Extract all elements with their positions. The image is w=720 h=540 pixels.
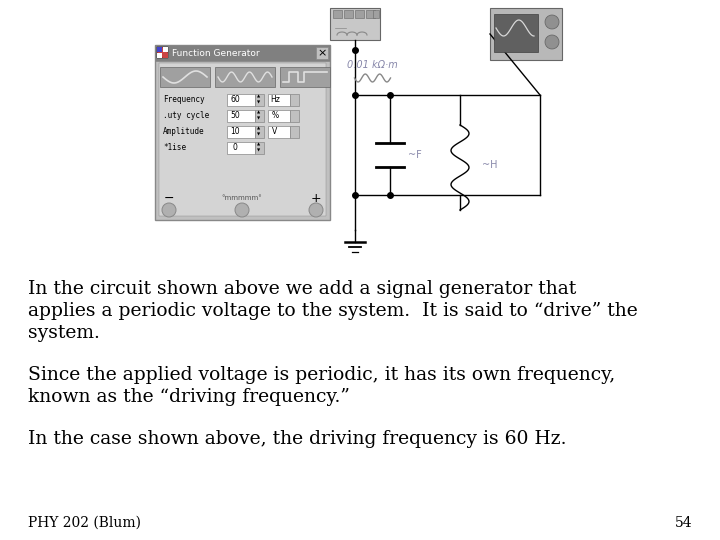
Text: ▲: ▲ [258,95,261,99]
Text: 0: 0 [233,144,238,152]
Bar [155,45,330,220]
Circle shape [545,35,559,49]
Bar [494,14,538,52]
Bar [290,94,299,106]
Text: °mmmmm°: °mmmmm° [222,195,262,201]
Text: Amplitude: Amplitude [163,127,204,137]
Bar [290,110,299,122]
Text: In the circuit shown above we add a signal generator that: In the circuit shown above we add a sign… [28,280,576,298]
Text: Since the applied voltage is periodic, it has its own frequency,: Since the applied voltage is periodic, i… [28,366,616,384]
Text: ▼: ▼ [258,133,261,137]
Bar [290,126,299,138]
Bar [268,110,290,122]
Text: known as the “driving frequency.”: known as the “driving frequency.” [28,388,350,406]
Bar [157,47,162,52]
Bar [157,53,162,58]
Bar [155,45,330,61]
Bar [355,10,364,18]
Bar [344,10,353,18]
Text: V: V [272,127,278,137]
Bar [490,8,562,60]
Bar [157,47,168,58]
Bar [333,10,342,18]
Text: Frequency: Frequency [163,96,204,105]
Bar [255,142,264,154]
Text: .uty cycle: .uty cycle [163,111,210,120]
Text: ▲: ▲ [258,111,261,115]
Bar [255,94,264,106]
Text: Function Generator: Function Generator [172,49,260,57]
Bar [163,47,168,52]
Bar [373,10,379,18]
Bar [268,126,290,138]
Bar [280,67,330,87]
Text: ▼: ▼ [258,117,261,121]
Text: ▲: ▲ [258,143,261,147]
Bar [366,10,375,18]
Text: 0.01 kΩ·m: 0.01 kΩ·m [347,60,398,70]
Circle shape [545,15,559,29]
Text: Hz: Hz [270,96,280,105]
Circle shape [162,203,176,217]
Text: 54: 54 [675,516,692,530]
Text: 10: 10 [230,127,240,137]
Text: ~H: ~H [482,160,498,170]
Text: ▼: ▼ [258,101,261,105]
Bar [316,47,328,59]
Text: *1ise: *1ise [163,144,186,152]
Text: −: − [163,192,174,205]
Text: PHY 202 (Blum): PHY 202 (Blum) [28,516,141,530]
Bar [159,63,326,216]
Text: +: + [311,192,321,205]
Bar [227,126,255,138]
Bar [255,126,264,138]
Text: In the case shown above, the driving frequency is 60 Hz.: In the case shown above, the driving fre… [28,430,567,448]
Circle shape [235,203,249,217]
Bar [227,94,255,106]
Text: applies a periodic voltage to the system.  It is said to “drive” the: applies a periodic voltage to the system… [28,302,638,320]
Bar [255,110,264,122]
Bar [227,142,255,154]
Text: system.: system. [28,324,100,342]
Text: %: % [271,111,279,120]
Text: ▲: ▲ [258,127,261,131]
Text: 50: 50 [230,111,240,120]
Bar [227,110,255,122]
Bar [163,53,168,58]
Text: ×: × [318,48,327,58]
Text: 60: 60 [230,96,240,105]
Bar [268,94,290,106]
Bar [215,67,275,87]
Text: ~F: ~F [408,150,422,160]
Bar [330,8,380,40]
Circle shape [309,203,323,217]
Bar [160,67,210,87]
Text: ▼: ▼ [258,149,261,153]
